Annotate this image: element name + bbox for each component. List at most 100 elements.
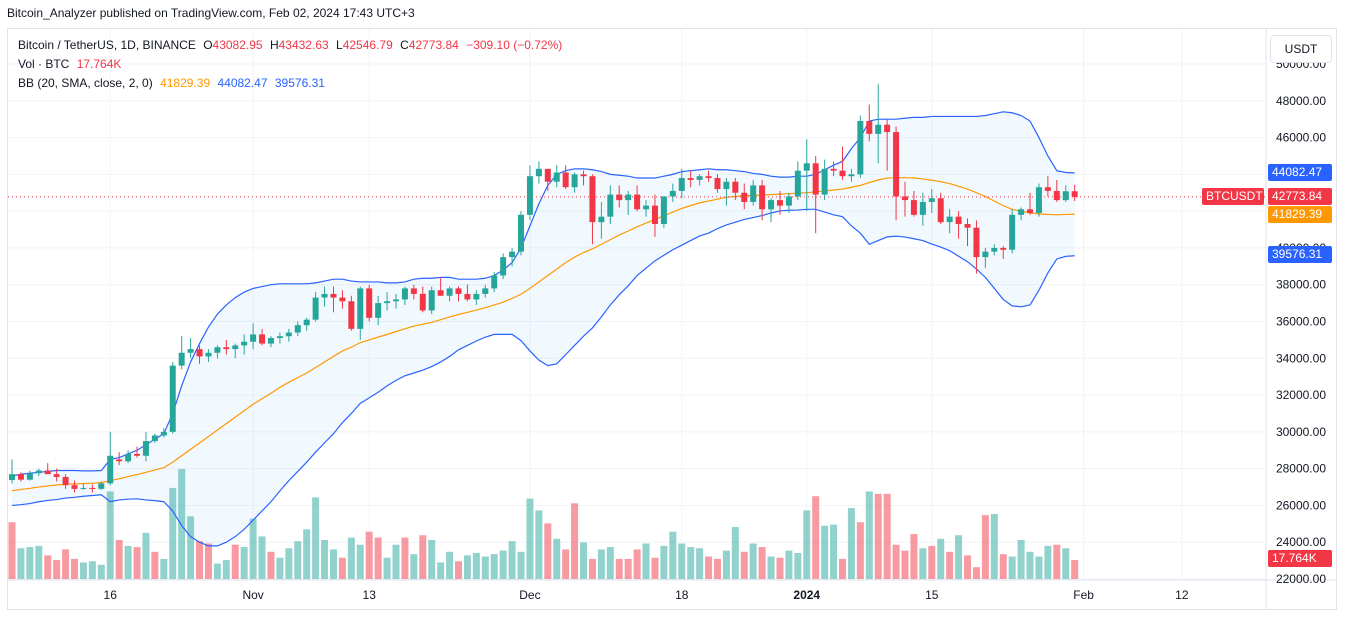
candle-body xyxy=(866,121,873,134)
candle-body xyxy=(276,336,283,339)
volume-bar xyxy=(1026,551,1034,579)
volume-bar xyxy=(713,558,721,579)
candle-body xyxy=(964,224,971,228)
candle-body xyxy=(9,474,15,481)
legend-volume-label[interactable]: Vol · BTC xyxy=(18,57,70,71)
volume-bar xyxy=(892,544,900,579)
legend-low: 42546.79 xyxy=(342,38,393,52)
volume-bar xyxy=(955,535,963,579)
candle-body xyxy=(464,293,471,300)
volume-bar xyxy=(1017,539,1025,579)
legend-symbol-row: Bitcoin / TetherUS, 1D, BINANCE O43082.9… xyxy=(18,38,570,52)
low-label: L xyxy=(336,38,343,52)
volume-bar xyxy=(803,510,811,579)
candle-body xyxy=(71,485,78,489)
candle-body xyxy=(535,168,542,177)
candle-body xyxy=(910,200,917,215)
candle-body xyxy=(651,205,658,225)
candle-body xyxy=(1053,190,1060,201)
candle-body xyxy=(937,198,944,223)
volume-bar xyxy=(401,537,409,579)
candle-body xyxy=(401,288,408,300)
candle-body xyxy=(696,176,703,180)
candle-body xyxy=(392,299,399,302)
volume-bar xyxy=(124,545,132,579)
volume-bar xyxy=(606,547,614,579)
candle-body xyxy=(187,349,194,353)
candle-body xyxy=(348,301,355,329)
legend-bb-upper: 44082.47 xyxy=(217,76,268,90)
price-tick-label: 28000.00 xyxy=(1276,462,1326,476)
volume-bar xyxy=(660,545,668,579)
volume-bar xyxy=(258,536,266,579)
volume-bar xyxy=(178,469,186,579)
volume-bar xyxy=(874,493,882,579)
candle-body xyxy=(562,172,569,188)
candle-body xyxy=(1035,187,1042,213)
candle-body xyxy=(410,288,417,294)
candle-body xyxy=(598,216,605,223)
symbol-tag: BTCUSDT xyxy=(1202,188,1264,205)
chart-canvas[interactable]: 22000.00 24000.00 26000.00 28000.00 30000.00… xyxy=(8,29,1337,609)
volume-bar xyxy=(17,548,25,579)
legend-symbol[interactable]: Bitcoin / TetherUS, 1D, BINANCE xyxy=(18,38,196,52)
volume-bar xyxy=(276,557,284,579)
volume-bar xyxy=(830,524,838,579)
volume-bar xyxy=(88,561,96,579)
candle-body xyxy=(1071,191,1078,197)
candle-body xyxy=(571,174,578,188)
candle-body xyxy=(473,293,480,300)
volume-bar xyxy=(151,551,159,579)
volume-bar xyxy=(312,497,320,579)
currency-button[interactable]: USDT xyxy=(1270,35,1332,63)
volume-bar xyxy=(847,508,855,579)
candle-body xyxy=(62,476,69,486)
candle-body xyxy=(732,181,739,193)
candle-body xyxy=(294,325,301,333)
candle-body xyxy=(116,459,123,462)
volume-bar xyxy=(669,531,677,579)
volume-bar xyxy=(26,547,34,579)
candle-body xyxy=(53,474,60,477)
volume-bar xyxy=(946,551,954,579)
volume-bar xyxy=(1008,556,1016,579)
volume-bar xyxy=(8,522,16,579)
candle-body xyxy=(80,487,87,489)
volume-bar xyxy=(972,567,980,579)
candle-body xyxy=(89,487,96,489)
volume-bar xyxy=(758,547,766,579)
volume-bar xyxy=(1044,545,1052,579)
volume-bar xyxy=(526,498,534,579)
candle-body xyxy=(357,288,364,329)
volume-bar xyxy=(544,523,552,579)
candle-body xyxy=(151,435,158,442)
volume-bar xyxy=(115,539,123,579)
time-tick-label: 2024 xyxy=(793,588,820,602)
candle-body xyxy=(821,168,828,195)
volume-bar xyxy=(97,564,105,579)
candle-body xyxy=(812,163,819,195)
candle-body xyxy=(607,194,614,217)
volume-bar xyxy=(687,547,695,579)
volume-bar xyxy=(999,554,1007,579)
volume-bar xyxy=(294,541,302,579)
bollinger-upper-line xyxy=(11,111,1075,477)
candle-body xyxy=(768,200,775,210)
candle-body xyxy=(1009,214,1016,250)
price-tick-label: 48000.00 xyxy=(1276,94,1326,108)
volume-bar xyxy=(142,532,150,579)
candle-body xyxy=(902,196,908,201)
legend-change: −309.10 (−0.72%) xyxy=(466,38,563,52)
volume-bar xyxy=(562,549,570,579)
volume-bar xyxy=(240,547,248,579)
volume-bar xyxy=(437,562,445,579)
volume-bar xyxy=(615,558,623,579)
candle-body xyxy=(259,334,266,344)
candle-body xyxy=(803,163,810,171)
volume-bar xyxy=(321,539,329,579)
volume-bar xyxy=(231,544,239,579)
candle-body xyxy=(250,334,257,342)
volume-bar xyxy=(821,525,829,579)
bollinger-lower-line xyxy=(11,208,1075,547)
legend-bb-label[interactable]: BB (20, SMA, close, 2, 0) xyxy=(18,76,153,90)
